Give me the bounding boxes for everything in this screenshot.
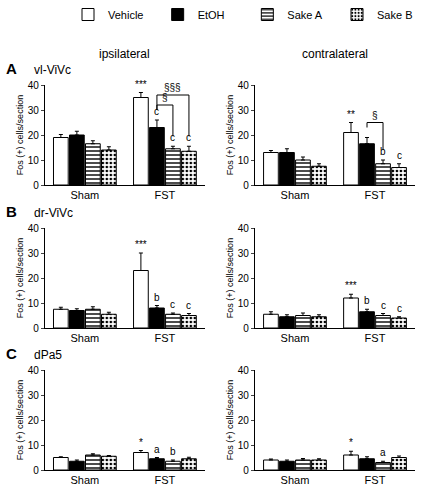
svg-text:FST: FST	[155, 332, 176, 344]
svg-text:Fos (+) cells/section: Fos (+) cells/section	[225, 380, 235, 460]
svg-text:Fos (+) cells/section: Fos (+) cells/section	[15, 380, 25, 460]
svg-text:30: 30	[28, 105, 40, 116]
svg-text:vl-ViVc: vl-ViVc	[34, 63, 71, 77]
svg-text:20: 20	[238, 130, 250, 141]
svg-text:FST: FST	[365, 474, 386, 486]
svg-text:***: ***	[345, 280, 357, 291]
svg-text:ipsilateral: ipsilateral	[99, 47, 150, 61]
svg-text:c: c	[397, 303, 402, 314]
svg-text:0: 0	[33, 180, 39, 191]
svg-text:Sham: Sham	[70, 189, 99, 201]
svg-text:Sham: Sham	[281, 332, 310, 344]
svg-text:30: 30	[238, 105, 250, 116]
svg-text:Fos (+) cells/section: Fos (+) cells/section	[15, 95, 25, 175]
svg-text:10: 10	[28, 298, 40, 309]
svg-text:20: 20	[238, 273, 250, 284]
svg-text:20: 20	[28, 273, 40, 284]
svg-text:b: b	[380, 146, 386, 157]
svg-text:10: 10	[28, 440, 40, 451]
svg-text:Sham: Sham	[70, 332, 99, 344]
svg-text:C: C	[6, 345, 17, 362]
svg-text:20: 20	[28, 415, 40, 426]
svg-text:A: A	[6, 60, 17, 77]
svg-text:c: c	[154, 106, 159, 117]
svg-text:B: B	[6, 203, 17, 220]
svg-text:dPa5: dPa5	[34, 348, 62, 362]
svg-text:***: ***	[135, 239, 147, 250]
svg-text:Sham: Sham	[281, 189, 310, 201]
svg-text:20: 20	[28, 130, 40, 141]
svg-text:10: 10	[238, 155, 250, 166]
svg-text:b: b	[154, 292, 160, 303]
svg-text:Sake A: Sake A	[287, 9, 323, 21]
svg-text:*: *	[349, 437, 353, 448]
svg-text:40: 40	[28, 223, 40, 234]
svg-text:FST: FST	[365, 189, 386, 201]
svg-text:40: 40	[238, 80, 250, 91]
svg-text:30: 30	[28, 248, 40, 259]
svg-text:Fos (+) cells/section: Fos (+) cells/section	[225, 238, 235, 318]
svg-text:b: b	[170, 446, 176, 457]
svg-text:Sake B: Sake B	[377, 9, 412, 21]
svg-text:c: c	[381, 300, 386, 311]
svg-text:dr-ViVc: dr-ViVc	[34, 206, 73, 220]
svg-text:40: 40	[28, 365, 40, 376]
svg-text:10: 10	[28, 155, 40, 166]
svg-text:30: 30	[238, 248, 250, 259]
svg-text:c: c	[186, 132, 191, 143]
svg-text:b: b	[364, 295, 370, 306]
svg-text:10: 10	[238, 298, 250, 309]
svg-text:a: a	[154, 444, 160, 455]
svg-text:Vehicle: Vehicle	[108, 9, 143, 21]
svg-text:40: 40	[238, 223, 250, 234]
svg-text:10: 10	[238, 440, 250, 451]
svg-text:contralateral: contralateral	[302, 47, 368, 61]
svg-text:EtOH: EtOH	[198, 9, 225, 21]
svg-text:Fos (+) cells/section: Fos (+) cells/section	[225, 95, 235, 175]
svg-text:*: *	[139, 437, 143, 448]
svg-text:Sham: Sham	[70, 474, 99, 486]
svg-text:Fos (+) cells/section: Fos (+) cells/section	[15, 238, 25, 318]
svg-text:FST: FST	[365, 332, 386, 344]
svg-text:***: ***	[135, 79, 147, 90]
svg-text:30: 30	[28, 390, 40, 401]
svg-text:20: 20	[238, 415, 250, 426]
svg-text:§§§: §§§	[164, 82, 181, 93]
svg-text:c: c	[170, 299, 175, 310]
svg-text:0: 0	[243, 323, 249, 334]
svg-text:c: c	[186, 300, 191, 311]
svg-text:30: 30	[238, 390, 250, 401]
svg-text:§: §	[162, 92, 168, 103]
svg-text:0: 0	[243, 465, 249, 476]
svg-text:§: §	[372, 110, 378, 121]
svg-text:c: c	[170, 132, 175, 143]
svg-text:Sham: Sham	[281, 474, 310, 486]
svg-text:0: 0	[243, 180, 249, 191]
svg-text:FST: FST	[155, 189, 176, 201]
svg-text:a: a	[380, 447, 386, 458]
svg-text:**: **	[347, 109, 355, 120]
svg-text:FST: FST	[155, 474, 176, 486]
svg-text:0: 0	[33, 323, 39, 334]
svg-text:40: 40	[28, 80, 40, 91]
svg-text:c: c	[397, 150, 402, 161]
svg-text:0: 0	[33, 465, 39, 476]
svg-text:40: 40	[238, 365, 250, 376]
